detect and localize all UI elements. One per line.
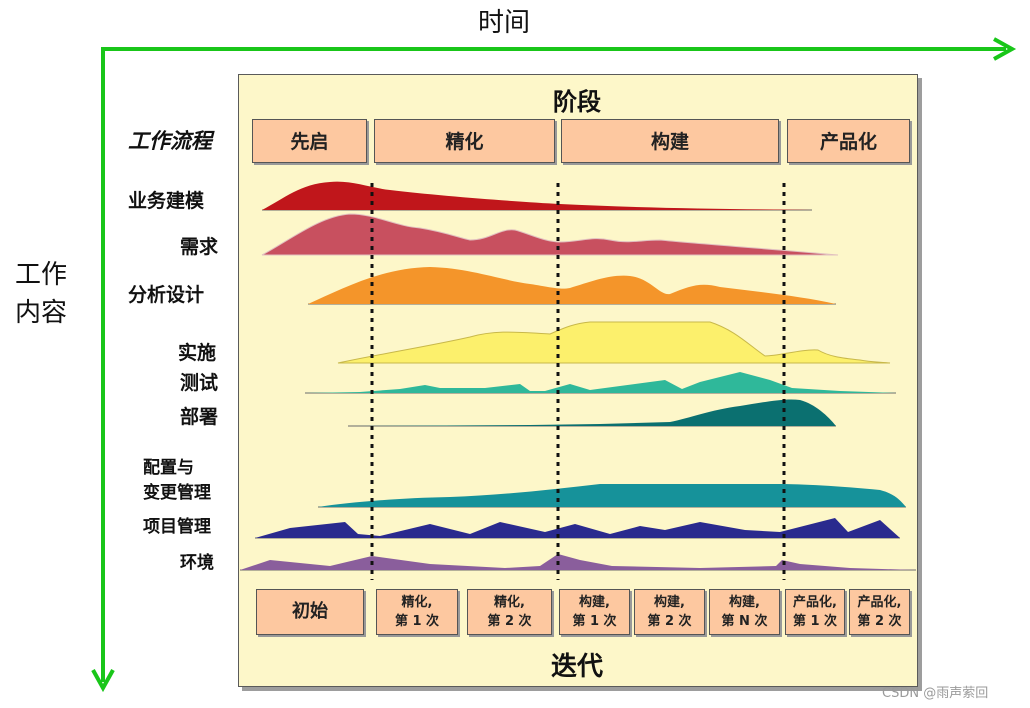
workflow-heading: 工作流程 (128, 129, 212, 153)
effort-hump-environment (240, 554, 916, 570)
workflow-label-analysis-design: 分析设计 (128, 284, 205, 306)
time-axis-arrowhead (993, 37, 1017, 61)
iteration-elaboration-2-line1: 精化, (494, 595, 525, 610)
workflow-label-deployment: 部署 (180, 406, 219, 428)
content-axis-label-line1: 工作 (14, 260, 67, 290)
phase-transition: 产品化 (787, 119, 910, 163)
iteration-elaboration-1-line1: 精化, (401, 595, 433, 610)
iteration-construction-1-line2: 第 1 次 (572, 614, 617, 629)
iteration-transition-2-line1: 产品化, (857, 595, 902, 610)
content-axis-arrowhead (91, 669, 115, 693)
phase-separators (370, 183, 786, 580)
iteration-elaboration-1-line2: 第 1 次 (394, 614, 440, 629)
iteration-construction-2: 构建, 第 2 次 (634, 589, 705, 635)
effort-hump-business-modeling (262, 181, 812, 210)
workflow-label-config-change-mgmt: 配置与 变更管理 (143, 456, 211, 506)
iteration-construction-2-line2: 第 2 次 (647, 614, 692, 629)
effort-hump-config-change-mgmt (318, 484, 906, 507)
iteration-transition-1-line2: 第 1 次 (792, 614, 838, 629)
content-axis-label-line2: 内容 (14, 298, 67, 328)
iteration-transition-1: 产品化, 第 1 次 (785, 589, 845, 635)
diagram-frame (238, 74, 918, 687)
iteration-elaboration-2: 精化, 第 2 次 (467, 589, 552, 635)
iteration-elaboration-2-line2: 第 2 次 (487, 614, 532, 629)
effort-hump-implementation (337, 321, 891, 364)
iteration-elaboration-1: 精化, 第 1 次 (376, 589, 458, 635)
workflow-label-requirements: 需求 (180, 236, 219, 258)
iteration-initial: 初始 (256, 589, 364, 635)
phase-elaboration: 精化 (374, 119, 555, 163)
iteration-construction-n-line2: 第 N 次 (721, 614, 768, 629)
workflow-label-environment: 环境 (180, 553, 214, 573)
stage-heading: 阶段 (553, 88, 601, 116)
effort-hump-test (305, 372, 896, 393)
time-axis-label: 时间 (478, 8, 531, 38)
iteration-construction-1: 构建, 第 1 次 (559, 589, 630, 635)
iteration-construction-n-line1: 构建, (729, 595, 760, 610)
workflow-label-config-line1: 配置与 (143, 458, 194, 478)
iteration-heading: 迭代 (550, 652, 603, 682)
workflow-label-config-line2: 变更管理 (143, 483, 211, 503)
content-axis-label: 工作 内容 (10, 256, 72, 332)
phase-inception: 先启 (252, 119, 367, 163)
iteration-construction-1-line1: 构建, (579, 595, 610, 610)
effort-hump-analysis-design (308, 267, 836, 304)
iteration-transition-2-line2: 第 2 次 (857, 614, 902, 629)
watermark: CSDN @雨声萦回 (882, 686, 989, 701)
effort-hump-project-mgmt (255, 518, 900, 538)
workflow-label-project-mgmt: 项目管理 (143, 517, 211, 537)
effort-hump-requirements (261, 213, 839, 256)
workflow-label-implementation: 实施 (178, 342, 217, 364)
iteration-construction-2-line1: 构建, (654, 595, 685, 610)
iteration-transition-2: 产品化, 第 2 次 (849, 589, 910, 635)
effort-hump-deployment (348, 399, 836, 426)
iteration-transition-1-line1: 产品化, (793, 595, 837, 610)
workflow-label-business-modeling: 业务建模 (128, 190, 205, 212)
iteration-construction-n: 构建, 第 N 次 (709, 589, 780, 635)
workflow-label-test: 测试 (180, 372, 219, 394)
phase-construction: 构建 (561, 119, 779, 163)
